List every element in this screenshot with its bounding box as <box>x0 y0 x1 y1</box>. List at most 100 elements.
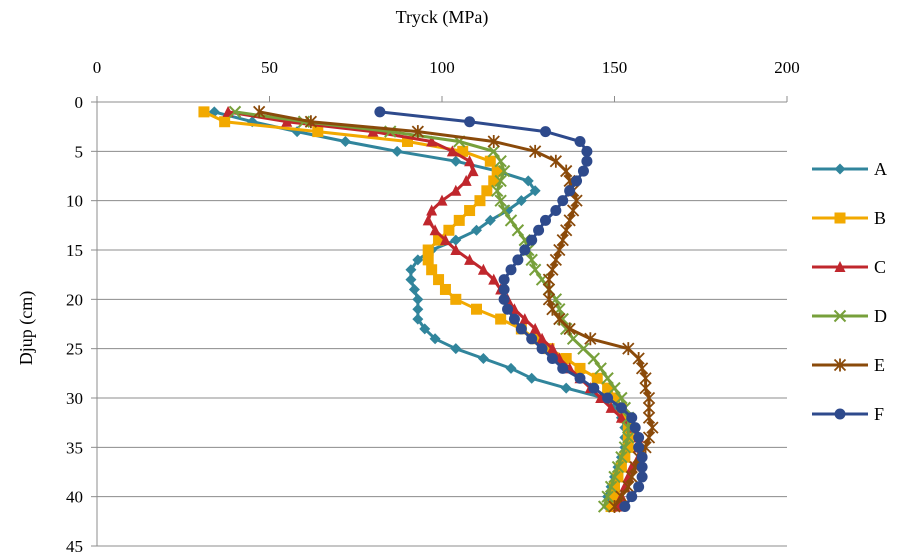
data-point-d <box>511 224 525 237</box>
x-tick-label: 50 <box>261 58 278 77</box>
legend-marker <box>833 309 847 323</box>
y-axis-title: Djup (cm) <box>16 291 37 365</box>
data-point-d <box>490 184 504 198</box>
data-point-a <box>429 333 441 345</box>
data-point-a <box>412 313 424 325</box>
data-point-d <box>601 490 614 503</box>
data-point-a <box>412 254 424 266</box>
data-point-c <box>446 145 458 157</box>
data-point-d <box>611 460 625 474</box>
data-point-f <box>571 175 583 187</box>
data-point-b <box>560 353 572 365</box>
data-point-c <box>281 115 293 127</box>
data-point-f <box>512 254 524 266</box>
data-point-a <box>412 303 424 315</box>
data-point-f <box>577 165 589 177</box>
x-tick-label: 100 <box>429 58 455 77</box>
data-point-a <box>471 224 482 236</box>
data-point-f <box>619 501 631 513</box>
series-a <box>208 106 631 513</box>
data-point-b <box>312 126 324 138</box>
data-point-d <box>622 431 635 444</box>
data-point-b <box>574 362 586 374</box>
data-point-b <box>612 471 624 483</box>
data-point-c <box>615 411 627 423</box>
data-point-a <box>391 145 403 157</box>
x-tick-label: 150 <box>602 58 628 77</box>
data-point-f <box>540 126 551 138</box>
data-point-f <box>557 195 569 207</box>
data-point-b <box>433 234 445 246</box>
legend-label: F <box>874 404 884 424</box>
data-point-a <box>405 274 417 286</box>
data-point-d <box>594 362 607 375</box>
data-point-b <box>450 293 462 305</box>
data-point-f <box>546 353 558 365</box>
data-point-b <box>457 145 469 157</box>
data-point-c <box>426 135 438 147</box>
data-point-c <box>450 184 462 196</box>
data-point-f <box>508 313 520 325</box>
data-point-e <box>608 500 621 514</box>
series-e <box>253 105 659 514</box>
data-point-d <box>597 500 611 513</box>
data-point-b <box>453 214 465 226</box>
data-point-f <box>574 135 586 147</box>
data-point-f <box>626 412 638 424</box>
data-point-b <box>609 491 620 503</box>
data-point-a <box>529 185 541 197</box>
data-point-f <box>636 451 648 463</box>
y-tick-label: 20 <box>66 290 83 309</box>
y-tick-label: 15 <box>66 241 83 260</box>
legend-marker <box>833 358 847 372</box>
data-point-c <box>422 214 434 226</box>
data-point-b <box>481 185 493 197</box>
data-point-e <box>563 322 576 336</box>
data-point-d <box>528 263 542 276</box>
data-point-b <box>619 412 631 424</box>
data-point-d <box>601 372 614 385</box>
data-point-b <box>474 195 486 207</box>
data-point-b <box>402 135 413 147</box>
x-tick-label: 0 <box>93 58 102 77</box>
y-tick-label: 0 <box>75 93 84 112</box>
x-axis-title: Tryck (MPa) <box>396 7 489 28</box>
data-point-f <box>588 382 600 394</box>
data-point-a <box>505 362 517 374</box>
data-point-f <box>498 274 510 286</box>
data-point-f <box>626 491 638 503</box>
data-point-f <box>629 422 641 434</box>
data-point-a <box>477 353 489 365</box>
legend-marker <box>834 212 846 224</box>
data-point-c <box>429 224 441 236</box>
data-point-c <box>436 194 448 206</box>
data-point-b <box>464 205 476 217</box>
data-point-c <box>460 174 472 186</box>
data-point-a <box>522 175 534 187</box>
data-point-b <box>622 441 634 453</box>
data-point-b <box>439 283 451 295</box>
data-point-b <box>426 264 438 276</box>
data-point-f <box>636 461 648 473</box>
data-point-a <box>408 283 420 295</box>
data-point-f <box>602 392 614 404</box>
data-point-e <box>546 302 559 316</box>
legend: A B C D E F <box>812 159 887 424</box>
data-point-d <box>587 352 601 365</box>
data-point-f <box>615 402 627 414</box>
data-point-a <box>412 293 424 305</box>
legend-marker <box>834 408 846 420</box>
data-point-c <box>439 234 451 246</box>
data-point-d <box>494 194 507 207</box>
data-point-e <box>553 312 566 326</box>
data-point-f <box>581 155 593 167</box>
data-point-e <box>615 490 628 504</box>
legend-item-f: F <box>812 404 884 424</box>
data-point-b <box>619 451 631 463</box>
data-point-c <box>222 105 234 117</box>
data-point-b <box>471 303 482 315</box>
data-point-f <box>633 481 645 493</box>
data-point-d <box>577 342 590 355</box>
data-point-e <box>411 125 424 139</box>
